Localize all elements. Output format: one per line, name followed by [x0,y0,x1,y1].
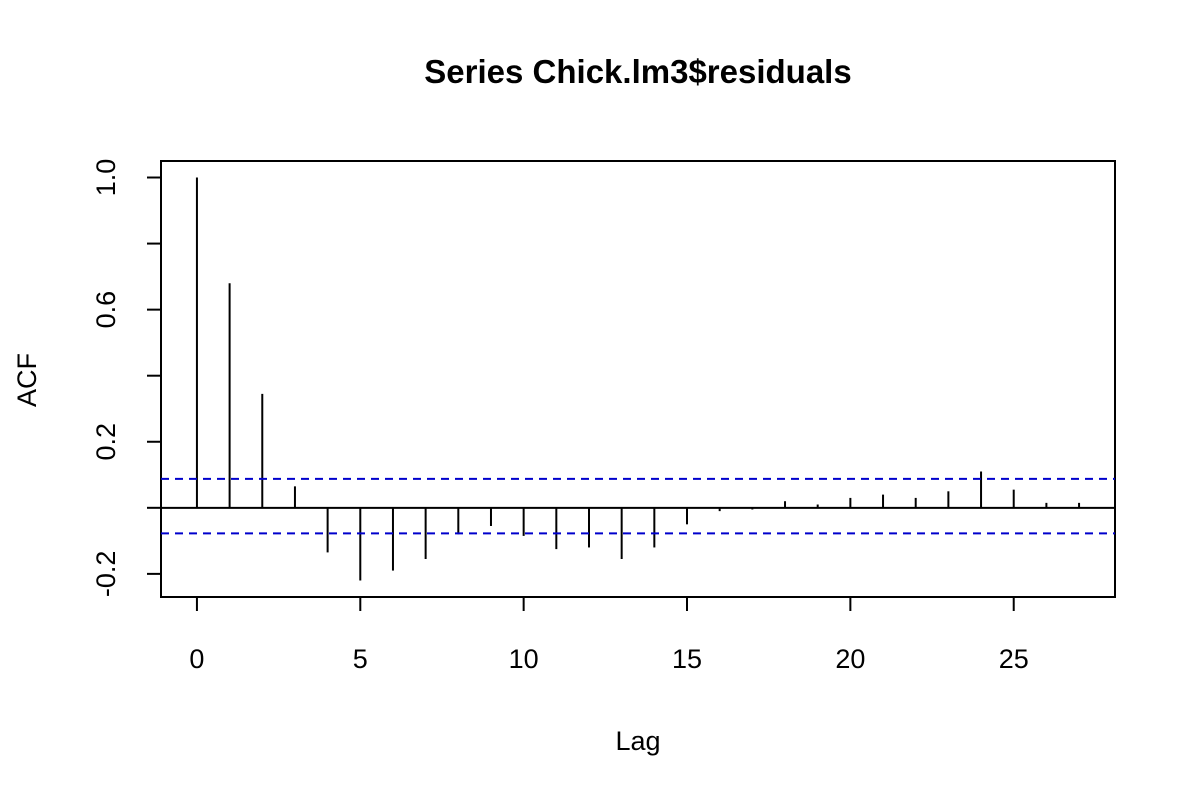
y-tick-label: 0.6 [91,291,121,329]
y-tick-label: 0.2 [91,423,121,461]
x-tick-label: 10 [509,644,539,674]
chart-title: Series Chick.lm3$residuals [424,53,851,90]
acf-bars [161,177,1115,581]
x-tick-label: 20 [835,644,865,674]
x-tick-label: 5 [353,644,368,674]
plot-frame [160,160,1116,598]
x-tick-label: 0 [189,644,204,674]
x-axis: 0 5 10 15 20 25 [189,596,1029,674]
y-tick-label: 1.0 [91,159,121,197]
x-tick-label: 15 [672,644,702,674]
x-tick-label: 25 [999,644,1029,674]
confidence-bounds [161,477,1115,535]
y-axis-label: ACF [12,353,42,407]
x-axis-label: Lag [615,726,660,756]
y-tick-label: -0.2 [91,551,121,598]
y-axis: -0.2 0.2 0.6 1.0 [91,159,162,598]
